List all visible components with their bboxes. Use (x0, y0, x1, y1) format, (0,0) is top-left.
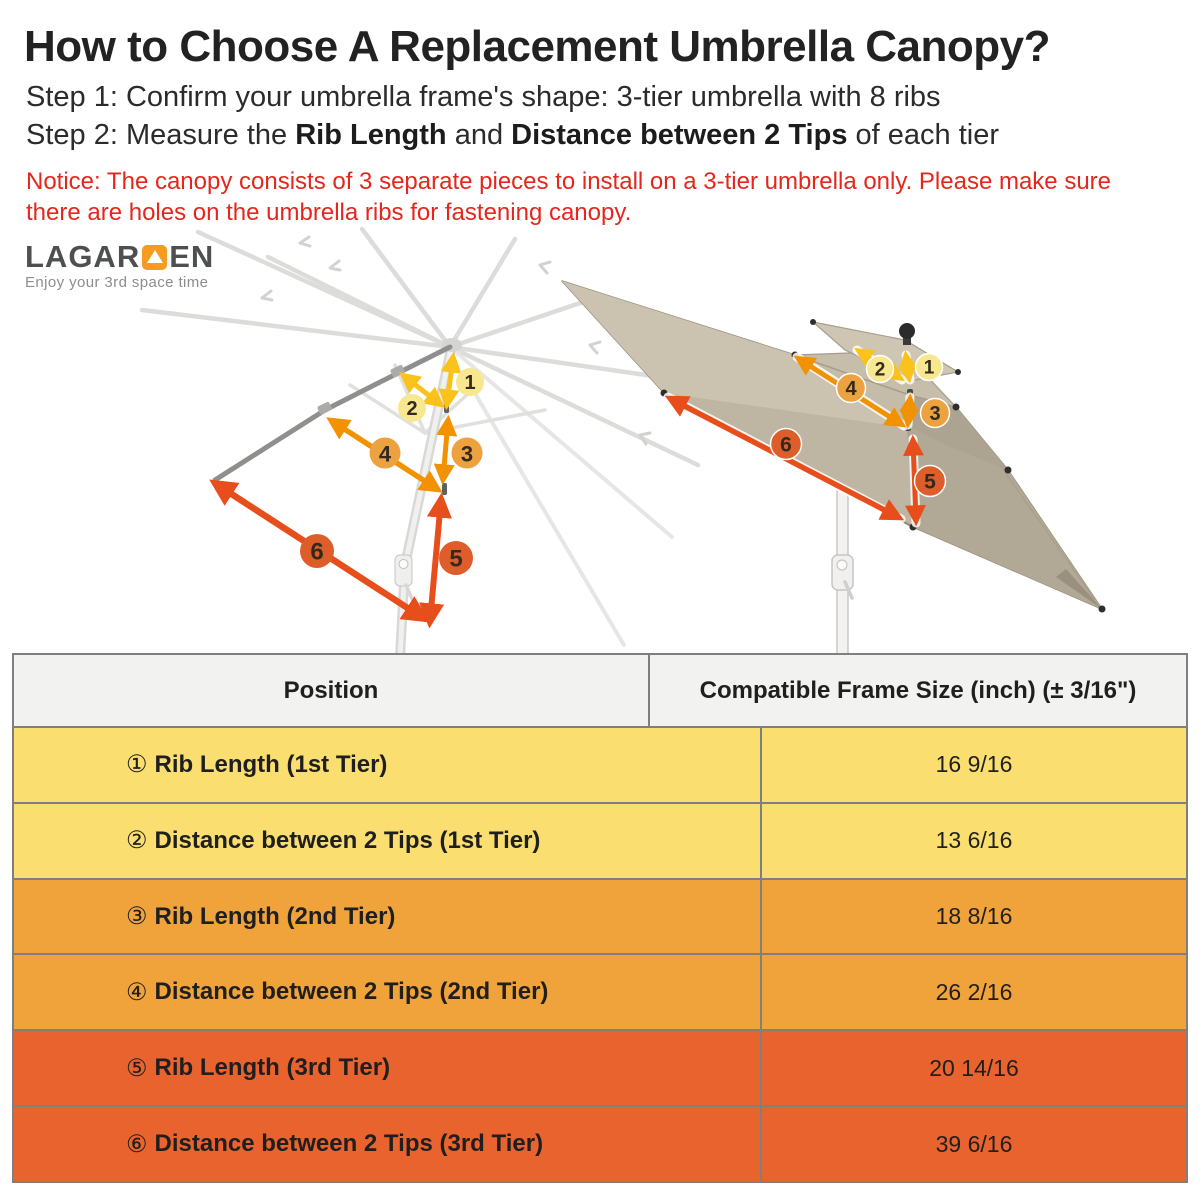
row-value: 18 8/16 (935, 903, 1013, 930)
frame-ribs-faint (448, 345, 674, 647)
canopy-arrow-1 (897, 350, 918, 384)
frame-arrow-1 (438, 351, 462, 411)
canopy-marker-1: 1 (924, 358, 935, 379)
row-circle-number: ③ (126, 903, 148, 931)
step-2-prefix: Step 2: Measure the (26, 119, 296, 151)
step-2-mid: and (446, 119, 512, 151)
canopy-marker-6: 6 (780, 434, 792, 457)
logo-triangle-icon (142, 245, 168, 270)
frame-arrow-3 (433, 414, 458, 486)
column-header-position: Position (14, 655, 650, 726)
table-row: ④ Distance between 2 Tips (2nd Tier) 26 2… (14, 953, 1186, 1030)
canopy-marker-4: 4 (845, 378, 857, 400)
rib-hook-clips (260, 235, 652, 446)
notice-text: Notice: The canopy consists of 3 separat… (26, 166, 1111, 228)
table-header-row: Position Compatible Frame Size (inch) (±… (14, 655, 1186, 726)
spec-table: Position Compatible Frame Size (inch) (±… (12, 653, 1188, 1183)
notice-line-2: there are holes on the umbrella ribs for… (26, 199, 632, 226)
logo-part1: LAGAR (25, 239, 141, 274)
table-row: ⑤ Rib Length (3rd Tier) 20 14/16 (14, 1029, 1186, 1106)
logo-part2: EN (169, 239, 215, 274)
finial-knob (899, 323, 915, 345)
canopy-arrow-3 (899, 393, 919, 429)
brand-logo-text: LAGAR EN (25, 241, 214, 272)
row-circle-number: ⑥ (126, 1130, 148, 1158)
page-title: How to Choose A Replacement Umbrella Can… (24, 22, 1051, 71)
frame-marker-6: 6 (310, 539, 323, 566)
row-label: Distance between 2 Tips (1st Tier) (154, 826, 541, 854)
table-row: ① Rib Length (1st Tier) 16 9/16 (14, 726, 1186, 802)
brand-logo: LAGAR EN Enjoy your 3rd space time (25, 241, 214, 291)
row-value: 39 6/16 (935, 1130, 1013, 1157)
canopy-diagram: 1 2 3 4 5 6 (561, 280, 1106, 660)
row-value: 16 9/16 (935, 751, 1013, 778)
row-circle-number: ① (126, 751, 148, 779)
notice-line-1: Notice: The canopy consists of 3 separat… (26, 168, 1112, 195)
frame-marker-5: 5 (449, 546, 462, 573)
canopy-marker-3: 3 (929, 403, 940, 425)
frame-marker-3: 3 (461, 442, 473, 467)
frame-marker-1: 1 (464, 372, 475, 394)
canopy-marker-2: 2 (875, 360, 886, 381)
frame-marker-2: 2 (406, 398, 417, 420)
step-2-distance: Distance between 2 Tips (511, 119, 848, 151)
row-value: 13 6/16 (935, 827, 1013, 854)
step-2-rib-length: Rib Length (295, 119, 447, 151)
row-circle-number: ⑤ (126, 1054, 148, 1082)
row-label: Distance between 2 Tips (2nd Tier) (154, 978, 549, 1006)
row-circle-number: ② (126, 827, 148, 855)
table-row: ② Distance between 2 Tips (1st Tier) 13 6… (14, 801, 1186, 878)
canopy-right-panel (908, 407, 1102, 609)
frame-arrow-5 (419, 492, 452, 629)
frame-ribs (139, 226, 701, 468)
table-row: ③ Rib Length (2nd Tier) 18 8/16 (14, 877, 1186, 954)
row-value: 26 2/16 (935, 978, 1013, 1005)
step-2-text: Step 2: Measure the Rib Length and Dista… (26, 119, 999, 152)
row-label: Rib Length (2nd Tier) (154, 902, 396, 930)
frame-arrow-2 (399, 372, 445, 408)
step-1-text: Step 1: Confirm your umbrella frame's sh… (26, 81, 941, 113)
row-label: Distance between 2 Tips (3rd Tier) (154, 1130, 544, 1158)
row-circle-number: ④ (126, 978, 148, 1006)
row-label: Rib Length (1st Tier) (154, 750, 388, 778)
canopy-marker-circles: 1 2 3 4 5 6 (769, 352, 951, 498)
frame-marker-circles: 1 2 3 4 5 6 (300, 368, 484, 575)
brand-tagline: Enjoy your 3rd space time (25, 274, 209, 291)
umbrella-diagrams: 1 2 3 4 5 6 (139, 226, 1106, 660)
canopy-marker-5: 5 (924, 471, 936, 494)
row-value: 20 14/16 (929, 1054, 1019, 1081)
column-header-frame-size: Compatible Frame Size (inch) (± 3/16") (699, 676, 1137, 704)
frame-marker-4: 4 (379, 442, 392, 467)
step-2-suffix: of each tier (847, 119, 999, 151)
table-row: ⑥ Distance between 2 Tips (3rd Tier) 39 6… (14, 1105, 1186, 1181)
frame-diagram: 1 2 3 4 5 6 (139, 226, 701, 660)
row-label: Rib Length (3rd Tier) (154, 1054, 391, 1082)
